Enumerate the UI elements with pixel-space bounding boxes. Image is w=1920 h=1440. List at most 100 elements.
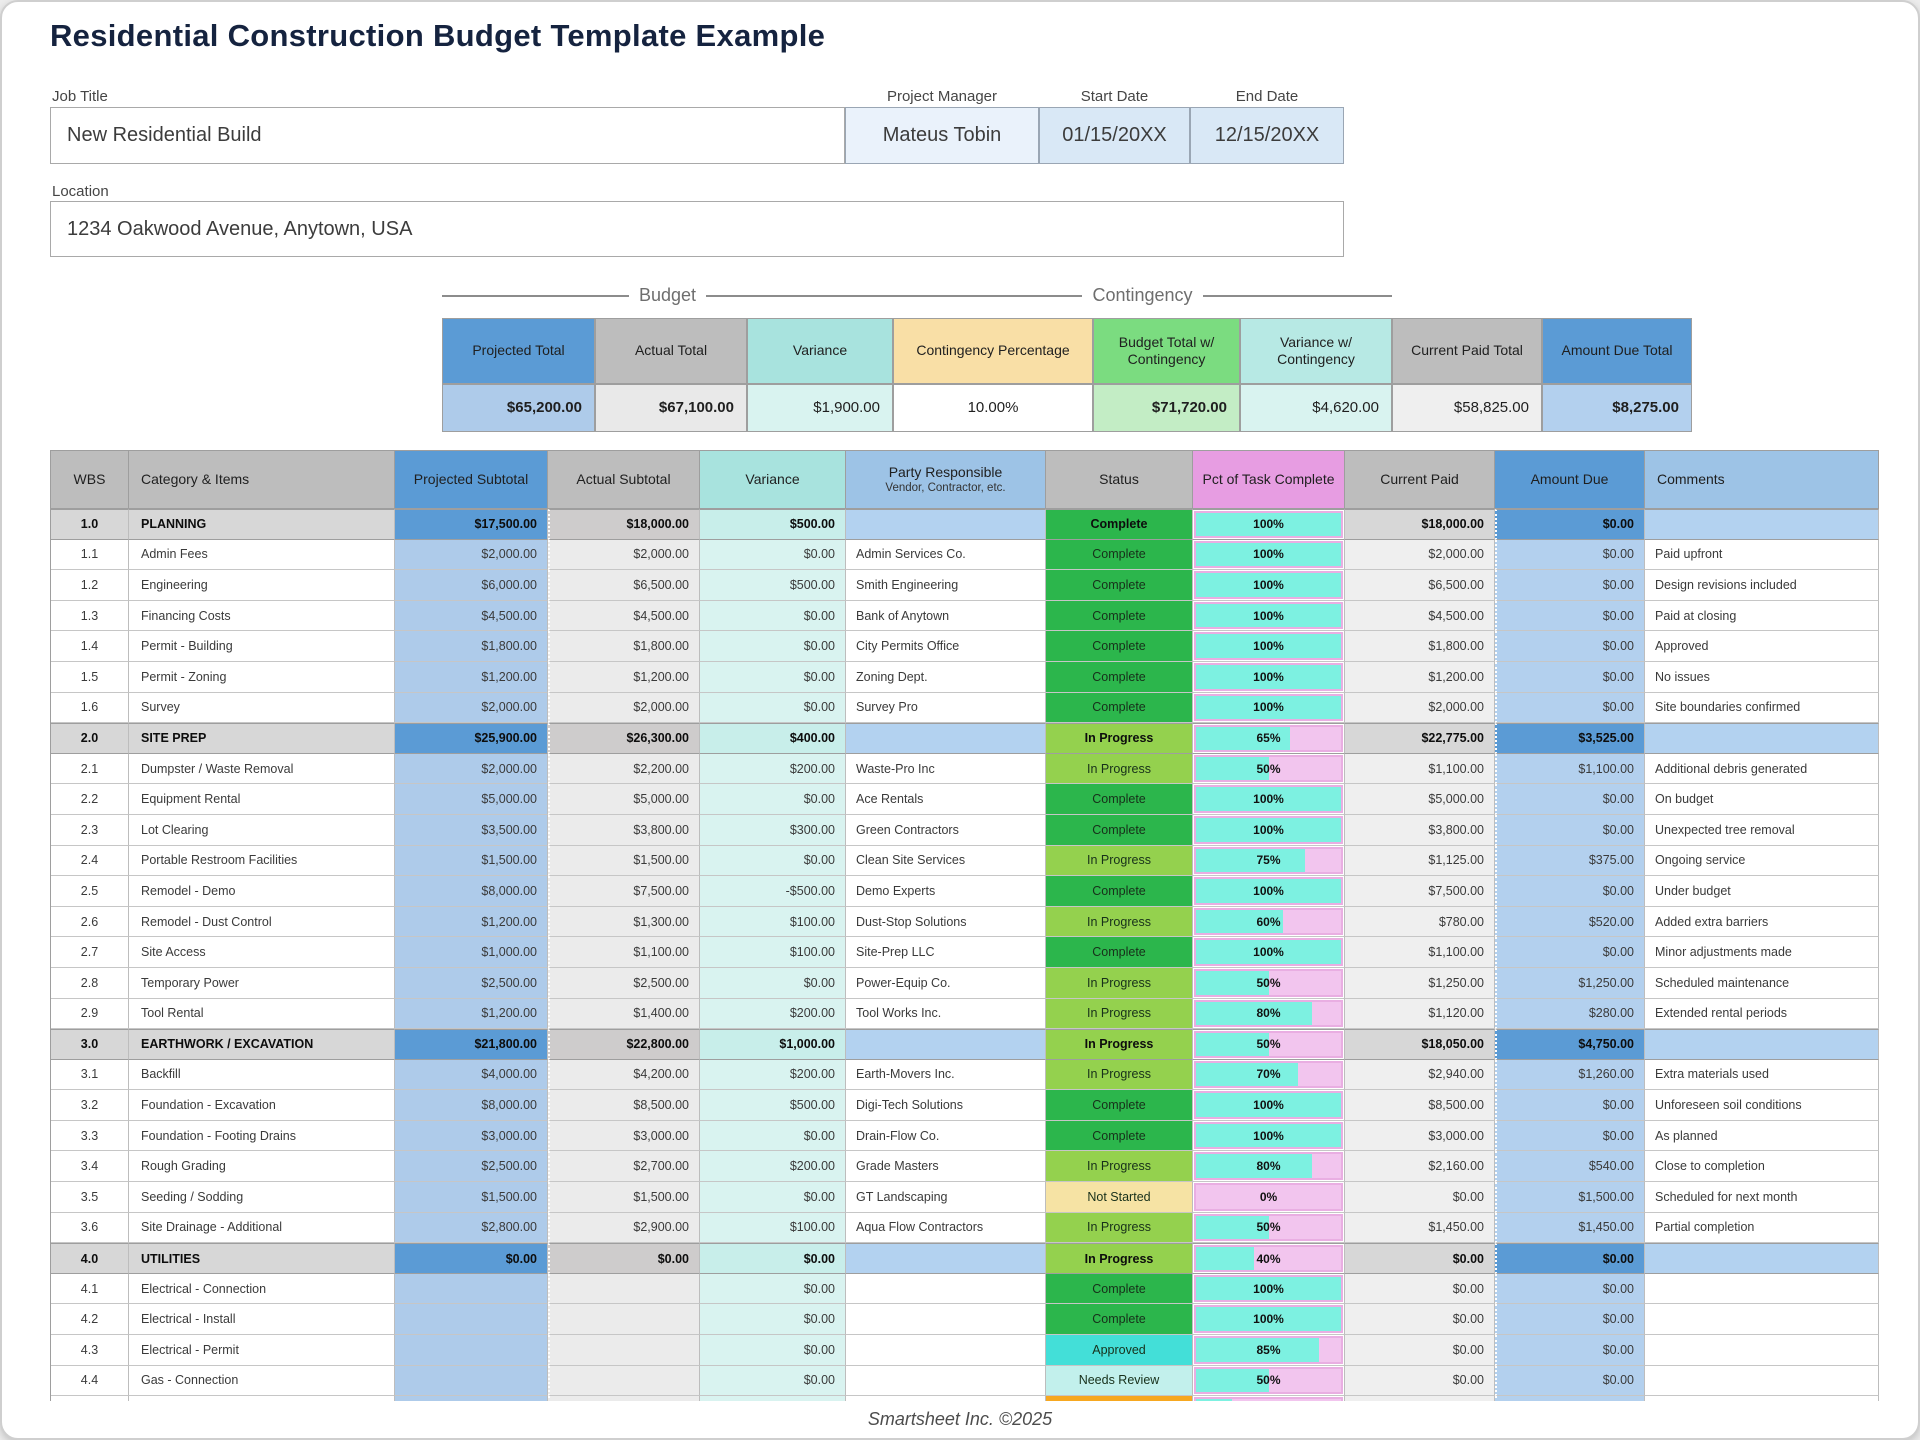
paid-cell[interactable]: $0.00 [1345, 1243, 1495, 1274]
comments-cell[interactable] [1645, 1365, 1879, 1397]
paid-cell[interactable]: $18,050.00 [1345, 1029, 1495, 1060]
status-cell[interactable]: Complete [1046, 784, 1193, 815]
category-cell[interactable]: Electrical - Connection [129, 1273, 395, 1305]
wbs-cell[interactable]: 4.2 [51, 1304, 129, 1336]
status-cell[interactable]: Complete [1046, 876, 1193, 907]
variance-cell[interactable]: $100.00 [700, 906, 846, 938]
comments-cell[interactable] [1645, 723, 1879, 754]
comments-cell[interactable]: Additional debris generated [1645, 753, 1879, 785]
actual-cell[interactable]: $1,500.00 [548, 845, 700, 877]
actual-cell[interactable] [548, 1304, 700, 1336]
party-cell[interactable] [846, 1029, 1046, 1060]
paid-cell[interactable]: $1,125.00 [1345, 845, 1495, 877]
actual-cell[interactable]: $6,500.00 [548, 570, 700, 601]
status-cell[interactable]: Overdue [1046, 1396, 1193, 1401]
category-cell[interactable]: Foundation - Footing Drains [129, 1120, 395, 1152]
due-cell[interactable]: $1,100.00 [1495, 753, 1645, 785]
actual-cell[interactable]: $2,700.00 [548, 1151, 700, 1183]
comments-cell[interactable] [1645, 1304, 1879, 1336]
pct-cell[interactable]: 100% [1193, 937, 1345, 968]
paid-cell[interactable]: $0.00 [1345, 1304, 1495, 1336]
wbs-cell[interactable]: 3.4 [51, 1151, 129, 1183]
status-cell[interactable]: Needs Review [1046, 1365, 1193, 1397]
party-cell[interactable]: Grade Masters [846, 1151, 1046, 1183]
status-cell[interactable]: In Progress [1046, 1151, 1193, 1183]
actual-cell[interactable]: $8,500.00 [548, 1090, 700, 1121]
due-cell[interactable]: $0.00 [1495, 1335, 1645, 1366]
variance-cell[interactable]: $0.00 [700, 1396, 846, 1401]
pct-cell[interactable]: 100% [1193, 509, 1345, 540]
pct-cell[interactable]: 100% [1193, 876, 1345, 907]
category-cell[interactable]: Foundation - Excavation [129, 1090, 395, 1121]
wbs-cell[interactable]: 2.0 [51, 723, 129, 754]
paid-cell[interactable]: $0.00 [1345, 1335, 1495, 1366]
wbs-cell[interactable]: 3.3 [51, 1120, 129, 1152]
party-cell[interactable]: Survey Pro [846, 692, 1046, 724]
paid-cell[interactable]: $3,800.00 [1345, 814, 1495, 846]
projected-cell[interactable]: $2,000.00 [395, 539, 548, 571]
job-title-field[interactable]: New Residential Build [50, 107, 845, 164]
projected-cell[interactable] [395, 1273, 548, 1305]
wbs-cell[interactable]: 2.6 [51, 906, 129, 938]
variance-cell[interactable]: $0.00 [700, 600, 846, 632]
pct-cell[interactable]: 100% [1193, 1090, 1345, 1121]
comments-cell[interactable]: Unforeseen soil conditions [1645, 1090, 1879, 1121]
pct-cell[interactable]: 0% [1193, 1182, 1345, 1213]
status-cell[interactable]: Complete [1046, 600, 1193, 632]
category-cell[interactable]: Equipment Rental [129, 784, 395, 815]
category-cell[interactable]: Permit - Building [129, 631, 395, 662]
wbs-cell[interactable]: 1.4 [51, 631, 129, 662]
category-cell[interactable]: Admin Fees [129, 539, 395, 571]
status-cell[interactable]: In Progress [1046, 845, 1193, 877]
paid-cell[interactable]: $1,100.00 [1345, 937, 1495, 968]
paid-cell[interactable]: $5,000.00 [1345, 784, 1495, 815]
party-cell[interactable]: Clean Site Services [846, 845, 1046, 877]
party-cell[interactable]: Green Contractors [846, 814, 1046, 846]
comments-cell[interactable]: Under budget [1645, 876, 1879, 907]
wbs-cell[interactable]: 2.4 [51, 845, 129, 877]
category-cell[interactable]: Backfill [129, 1059, 395, 1091]
due-cell[interactable]: $0.00 [1495, 814, 1645, 846]
pct-cell[interactable]: 100% [1193, 1304, 1345, 1336]
status-cell[interactable]: Complete [1046, 1090, 1193, 1121]
actual-cell[interactable]: $22,800.00 [548, 1029, 700, 1060]
projected-cell[interactable]: $3,500.00 [395, 814, 548, 846]
projected-cell[interactable]: $1,200.00 [395, 998, 548, 1030]
party-cell[interactable] [846, 723, 1046, 754]
status-cell[interactable]: Complete [1046, 570, 1193, 601]
due-cell[interactable]: $1,260.00 [1495, 1059, 1645, 1091]
pct-cell[interactable]: 100% [1193, 692, 1345, 724]
due-cell[interactable]: $375.00 [1495, 845, 1645, 877]
category-cell[interactable]: Temporary Power [129, 967, 395, 999]
category-cell[interactable]: EARTHWORK / EXCAVATION [129, 1029, 395, 1060]
party-cell[interactable] [846, 1396, 1046, 1401]
party-cell[interactable]: Zoning Dept. [846, 661, 1046, 693]
actual-cell[interactable]: $18,000.00 [548, 509, 700, 540]
paid-cell[interactable]: $2,940.00 [1345, 1059, 1495, 1091]
variance-cell[interactable]: $0.00 [700, 631, 846, 662]
wbs-cell[interactable]: 2.3 [51, 814, 129, 846]
projected-cell[interactable]: $4,500.00 [395, 600, 548, 632]
variance-cell[interactable]: $0.00 [700, 1273, 846, 1305]
comments-cell[interactable]: Paid upfront [1645, 539, 1879, 571]
actual-cell[interactable]: $2,200.00 [548, 753, 700, 785]
actual-cell[interactable]: $26,300.00 [548, 723, 700, 754]
comments-cell[interactable]: Site boundaries confirmed [1645, 692, 1879, 724]
due-cell[interactable]: $0.00 [1495, 661, 1645, 693]
projected-cell[interactable]: $1,800.00 [395, 631, 548, 662]
due-cell[interactable]: $0.00 [1495, 1243, 1645, 1274]
due-cell[interactable]: $0.00 [1495, 1365, 1645, 1397]
due-cell[interactable]: $0.00 [1495, 600, 1645, 632]
wbs-cell[interactable]: 4.4 [51, 1365, 129, 1397]
actual-cell[interactable] [548, 1365, 700, 1397]
variance-cell[interactable]: $200.00 [700, 1151, 846, 1183]
pct-cell[interactable]: 75% [1193, 845, 1345, 877]
party-cell[interactable]: Ace Rentals [846, 784, 1046, 815]
pct-cell[interactable]: 40% [1193, 1243, 1345, 1274]
due-cell[interactable]: $3,525.00 [1495, 723, 1645, 754]
variance-cell[interactable]: $200.00 [700, 998, 846, 1030]
pct-cell[interactable]: 80% [1193, 998, 1345, 1030]
category-cell[interactable]: UTILITIES [129, 1243, 395, 1274]
paid-cell[interactable]: $0.00 [1345, 1273, 1495, 1305]
projected-cell[interactable]: $17,500.00 [395, 509, 548, 540]
